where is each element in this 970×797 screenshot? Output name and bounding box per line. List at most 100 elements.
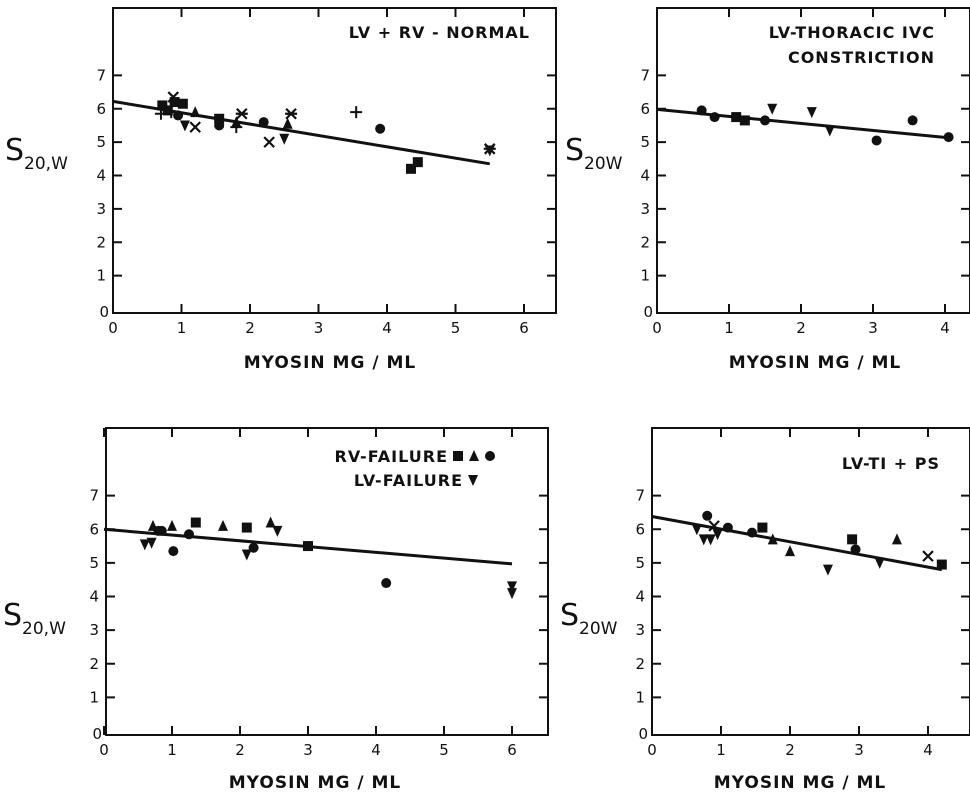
data-point-tri-up (231, 116, 242, 128)
y-tick-label: 2 (635, 655, 645, 673)
x-tick-label: 2 (235, 741, 245, 759)
x-tick-label: 0 (108, 319, 118, 337)
x-tick-label: 1 (177, 319, 187, 337)
y-tick-label: 4 (635, 588, 645, 606)
data-point-square (757, 522, 768, 533)
y-tick-label: 5 (635, 554, 645, 572)
y-axis-label-main: S (560, 598, 579, 633)
x-tick-label: 2 (796, 319, 806, 337)
y-tick-label: 6 (640, 100, 650, 118)
data-point-circle (850, 544, 861, 555)
data-point-square (214, 113, 225, 124)
data-point-tri-down (822, 564, 833, 576)
chart-panel-2: 1 2 3 4 5 6 7 00 1 2 3 4 MYOSIN MG / ML S20W LV-THORAC… (565, 7, 970, 373)
x-tick-label: 4 (382, 319, 392, 337)
y-tick-label: 7 (96, 66, 106, 84)
data-point-star (285, 107, 298, 120)
y-tick-label: 6 (635, 520, 645, 538)
y-tick-label: 5 (640, 133, 650, 151)
data-point-square (241, 522, 252, 533)
legend-marker (453, 451, 463, 461)
y-axis-label: S20,W (5, 133, 68, 174)
x-axis-label: MYOSIN MG / ML (714, 773, 886, 793)
data-point-square (405, 163, 416, 174)
y-axis-label-main: S (3, 598, 22, 633)
x-tick-label: 4 (923, 741, 933, 759)
data-point-circle (156, 525, 167, 536)
y-tick-label: 0 (638, 725, 648, 743)
data-point-circle (871, 135, 882, 146)
data-point-circle (381, 578, 392, 589)
data-point-circle (760, 115, 770, 126)
data-point-tri-down (146, 537, 157, 549)
data-point-tri-down (279, 133, 290, 145)
data-point-circle (375, 123, 386, 134)
data-point-tri-down (241, 549, 252, 561)
y-axis-label: S20W (565, 133, 623, 174)
x-tick-label: 1 (167, 741, 177, 759)
data-point-circle (747, 527, 758, 538)
x-tick-label: 0 (652, 319, 662, 337)
y-tick-label: 4 (89, 588, 99, 606)
x-tick-label: 4 (940, 319, 950, 337)
y-tick-label: 2 (96, 233, 106, 251)
x-axis-label: MYOSIN MG / ML (729, 353, 901, 373)
y-axis-label-main: S (5, 133, 24, 168)
y-tick-label: 3 (640, 200, 650, 218)
data-point-tri-up (167, 519, 177, 531)
x-tick-label: 3 (314, 319, 324, 337)
x-tick-label: 3 (854, 741, 864, 759)
y-axis-label-subscript: 20,W (22, 619, 66, 639)
plot-frame (105, 427, 549, 736)
x-tick-label: 6 (519, 319, 529, 337)
data-point-circle (943, 132, 954, 143)
data-point-square (190, 517, 201, 528)
x-tick-label: 3 (868, 319, 878, 337)
y-axis-label: S20,W (3, 598, 66, 639)
data-point-tri-down (806, 107, 817, 119)
regression-line (656, 107, 949, 140)
y-tick-label: 0 (92, 725, 102, 743)
data-point-tri-down (824, 125, 835, 137)
y-tick-label: 6 (96, 100, 106, 118)
data-point-tri-down (712, 529, 723, 541)
data-point-circle (168, 546, 179, 557)
data-point-circle (696, 105, 707, 116)
data-point-square (731, 112, 742, 123)
y-tick-label: 1 (635, 688, 645, 706)
x-tick-label: 0 (647, 741, 657, 759)
y-tick-label: 7 (89, 487, 99, 505)
plot-frame (656, 7, 970, 314)
data-point-tri-down (179, 120, 190, 132)
x-tick-label: 0 (99, 741, 109, 759)
y-tick-label: 7 (635, 487, 645, 505)
data-point-square (169, 97, 180, 108)
data-point-circle (702, 510, 713, 521)
y-axis-label: S20W (560, 598, 618, 639)
data-point-tri-up (265, 516, 276, 528)
data-point-circle (907, 115, 918, 126)
x-tick-label: 2 (785, 741, 795, 759)
y-tick-label: 0 (643, 303, 653, 321)
x-tick-label: 5 (439, 741, 449, 759)
data-point-cross (189, 121, 201, 133)
data-point-plus (154, 107, 167, 120)
data-point-tri-down (484, 145, 495, 157)
x-tick-label: 1 (716, 741, 726, 759)
data-point-tri-down (507, 588, 517, 600)
chart-panel-1: 1 2 3 4 5 6 7 00 1 2 3 4 5 6 MYOSIN MG / ML S20,W LV + R… (5, 7, 557, 373)
panel-title: LV + RV - NORMAL (349, 23, 530, 42)
data-point-tri-down (507, 581, 517, 593)
data-point-cross (263, 136, 275, 148)
data-point-square (177, 98, 188, 109)
y-tick-label: 4 (96, 167, 106, 185)
data-point-tri-up (190, 106, 201, 118)
legend-label: RV-FAILURE (335, 447, 448, 466)
x-tick-label: 1 (724, 319, 734, 337)
data-point-square (157, 100, 168, 111)
data-point-tri-down (874, 557, 885, 569)
y-tick-label: 6 (89, 520, 99, 538)
chart-panel-4: 1 2 3 4 5 6 7 00 1 2 3 4 MYOSIN MG / ML S20W LV-TI + P… (560, 427, 970, 793)
data-point-tri-down (272, 525, 283, 537)
